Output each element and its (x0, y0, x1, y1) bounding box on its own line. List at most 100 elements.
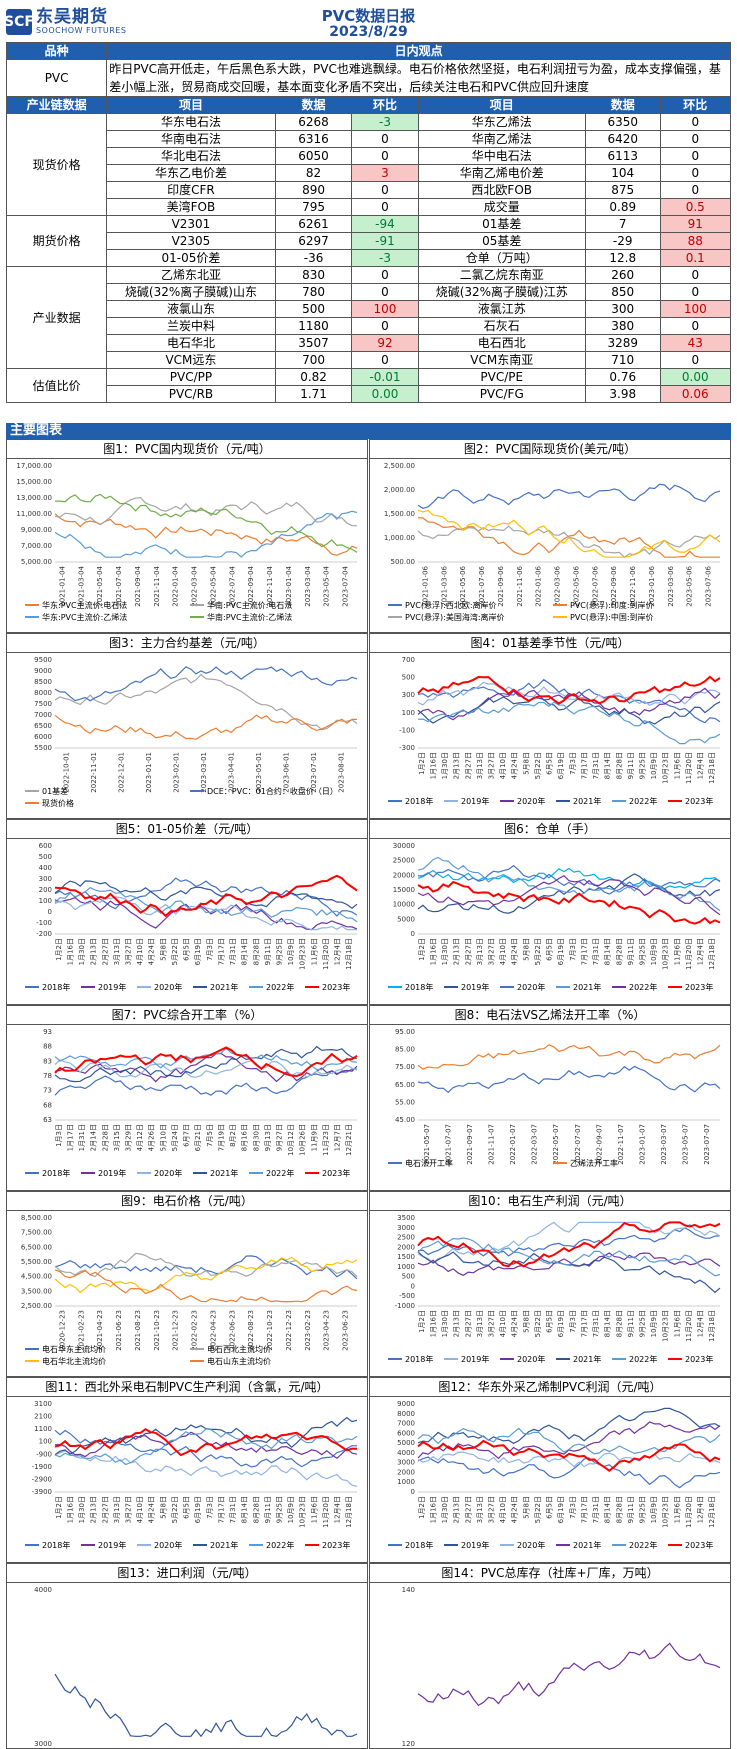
x-tick-label: 1月30日 (78, 1496, 86, 1523)
x-tick-label: 1月17日 (66, 1124, 74, 1151)
y-tick-label: 8500 (34, 678, 52, 686)
x-tick-label: 1月2日 (418, 752, 426, 775)
x-tick-label: 7月17日 (217, 938, 225, 965)
chart-caption: 图2：PVC国际现货价(美元/吨） (370, 440, 730, 459)
item-value: 380 (584, 317, 661, 335)
x-tick-label: 2023-05-04 (323, 565, 331, 606)
x-tick-label: 4月24日 (511, 752, 519, 779)
x-tick-label: 2022-11-01 (90, 752, 98, 793)
legend-label: 2019年 (461, 982, 489, 992)
x-tick-label: 2023-04-01 (227, 752, 235, 793)
x-tick-label: 2022-11-06 (629, 565, 637, 606)
item-name: 印度CFR (106, 181, 276, 199)
legend-label: PVC(悬浮):西北欧:离岸价 (405, 600, 497, 610)
item-name: PVC/PP (106, 368, 276, 386)
table-row: 烧碱(32%离子膜碱)山东 780 0 烧碱(32%离子膜碱)江苏 850 0 (7, 283, 732, 301)
x-tick-label: 2023-07-04 (342, 565, 350, 606)
table-row: 电石华北 3507 92 电石西北 3289 43 (7, 334, 732, 352)
x-tick-label: 9月25日 (276, 938, 284, 965)
x-tick-label: 2023-01-01 (145, 752, 153, 793)
series-line (417, 687, 721, 721)
x-tick-label: 2023-03-06 (667, 565, 675, 606)
item-name: PVC/RB (106, 385, 276, 403)
item-name: VCM远东 (106, 351, 276, 369)
x-tick-label: 3月27日 (125, 938, 133, 965)
x-tick-label: 1月16日 (429, 938, 437, 965)
x-tick-label: 12月18日 (708, 1310, 716, 1342)
series-line (417, 675, 721, 705)
item-value: 3289 (584, 334, 661, 352)
x-tick-label: 11月20日 (685, 1496, 693, 1528)
x-tick-label: 12月4日 (697, 752, 705, 779)
y-tick-label: 5,000.00 (21, 558, 52, 566)
x-tick-label: 4月24日 (511, 1496, 519, 1523)
x-tick-label: 8月14日 (604, 938, 612, 965)
x-tick-label: 2月13日 (453, 1496, 461, 1523)
x-tick-label: 2022-01-04 (172, 565, 180, 606)
legend-label: 2019年 (98, 1168, 126, 1178)
y-tick-label: 88 (43, 1043, 52, 1051)
series-line (54, 513, 358, 556)
x-tick-label: 2023-01-04 (285, 565, 293, 606)
series-line (54, 1047, 358, 1071)
x-tick-label: 5月22日 (534, 938, 542, 965)
item-change: 0 (659, 266, 732, 284)
x-tick-label: 2月27日 (464, 752, 472, 779)
chart-caption: 图4：01基差季节性（元/吨） (370, 634, 730, 653)
y-tick-label: 5,500.00 (21, 1258, 52, 1266)
item-change: -3 (351, 113, 419, 131)
y-tick-label: 3,500.00 (21, 1287, 52, 1295)
item-change: 0 (351, 351, 419, 369)
item-change: 100 (351, 300, 419, 318)
x-tick-label: 2021-03-06 (440, 565, 448, 606)
item-name: 电石华北 (106, 334, 276, 352)
y-tick-label: 20000 (393, 871, 415, 879)
x-tick-label: 6月7日 (183, 1124, 191, 1147)
item-change: 3 (351, 164, 419, 182)
item-change: 0 (659, 130, 732, 148)
x-tick-label: 10月12日 (287, 1124, 295, 1156)
x-tick-label: 9月25日 (639, 938, 647, 965)
chart-caption: 图9：电石价格（元/吨） (7, 1192, 367, 1211)
item-change: 0 (659, 283, 732, 301)
x-tick-label: 2023-03-07 (660, 1124, 668, 1165)
item-value: 890 (274, 181, 353, 199)
x-tick-label: 4月10日 (136, 1496, 144, 1523)
legend-label: 2021年 (210, 1540, 238, 1550)
y-tick-label: 3000 (397, 1224, 415, 1232)
y-tick-label: 1000 (397, 1263, 415, 1271)
y-tick-label: 7,000.00 (21, 542, 52, 550)
y-tick-label: 0 (48, 908, 52, 916)
y-tick-label: 4000 (397, 1449, 415, 1457)
x-tick-label: 2月14日 (90, 1124, 98, 1151)
item-value: 3.98 (584, 385, 661, 403)
x-tick-label: 2021-11-06 (516, 565, 524, 606)
x-tick-label: 3月13日 (476, 938, 484, 965)
item-value: 1180 (274, 317, 353, 335)
x-tick-label: 12月18日 (708, 752, 716, 784)
series-line (54, 666, 358, 702)
x-tick-label: 11月6日 (673, 1496, 681, 1523)
data-table: 品种 日内观点 PVC 昨日PVC高开低走，午后黑色系大跌，PVC也难逃飘绿。电… (5, 42, 732, 403)
x-tick-label: 2021-09-06 (497, 565, 505, 606)
chart-caption: 图14：PVC总库存（社库+厂库，万吨） (370, 1564, 730, 1583)
x-tick-label: 2月13日 (453, 938, 461, 965)
x-tick-label: 3月13日 (476, 1496, 484, 1523)
legend-label: 2019年 (98, 982, 126, 992)
x-tick-label: 2023-03-01 (200, 752, 208, 793)
x-tick-label: 7月19日 (217, 1124, 225, 1151)
x-tick-label: 5月10日 (159, 1124, 167, 1151)
item-value: 82 (274, 164, 353, 182)
daily-opinion: 昨日PVC高开低走，午后黑色系大跌，PVC也难逃飘绿。电石价格依然坚挺，电石利润… (106, 59, 731, 97)
x-tick-label: 3月27日 (488, 1310, 496, 1337)
series-line (54, 1428, 358, 1466)
legend-label: 2021年 (573, 1354, 601, 1364)
x-tick-label: 4月24日 (511, 1310, 519, 1337)
x-tick-label: 2021-11-04 (153, 565, 161, 606)
x-tick-label: 5月8日 (159, 938, 167, 961)
chart-panel: 图3：主力合约基差（元/吨） 9500 9000 8500 8000 7500 7000 65… (6, 633, 368, 819)
x-tick-label: 7月3日 (206, 938, 214, 961)
x-tick-label: 6月19日 (557, 1496, 565, 1523)
